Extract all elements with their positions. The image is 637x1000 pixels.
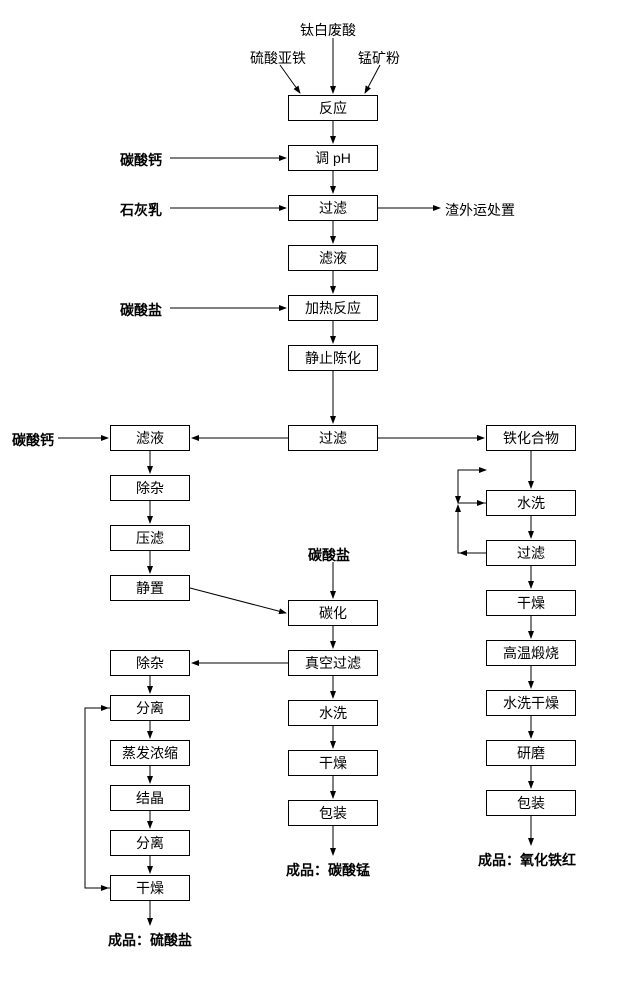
- box-mid-pack: 包装: [288, 800, 378, 826]
- box-left-impurity1: 除杂: [110, 475, 190, 501]
- box-heat-reaction: 加热反应: [288, 295, 378, 321]
- box-mid-dry: 干燥: [288, 750, 378, 776]
- input-carbonate1: 碳酸盐: [120, 300, 162, 320]
- box-left-impurity2: 除杂: [110, 650, 190, 676]
- box-left-sep2: 分离: [110, 830, 190, 856]
- box-right-calcine: 高温煅烧: [486, 640, 576, 666]
- box-left-evap: 蒸发浓缩: [110, 740, 190, 766]
- input-lime: 石灰乳: [120, 200, 162, 220]
- box-vacuumfilter: 真空过滤: [288, 650, 378, 676]
- box-left-filtrate: 滤液: [110, 425, 190, 451]
- box-left-sep1: 分离: [110, 695, 190, 721]
- box-left-dry: 干燥: [110, 875, 190, 901]
- output-slag: 渣外运处置: [445, 200, 515, 220]
- box-aging: 静止陈化: [288, 345, 378, 371]
- box-left-pressfilter: 压滤: [110, 525, 190, 551]
- box-filter2: 过滤: [288, 425, 378, 451]
- input-right-label: 锰矿粉: [358, 48, 400, 68]
- product-mnco3: 成品：碳酸锰: [286, 860, 370, 880]
- box-carbonation: 碳化: [288, 600, 378, 626]
- box-reaction: 反应: [288, 95, 378, 121]
- box-right-filter: 过滤: [486, 540, 576, 566]
- box-left-crystal: 结晶: [110, 785, 190, 811]
- product-ironoxide: 成品：氧化铁红: [478, 850, 576, 870]
- box-mid-wash: 水洗: [288, 700, 378, 726]
- box-iron-compound: 铁化合物: [486, 425, 576, 451]
- input-carbonate2: 碳酸盐: [308, 545, 350, 565]
- box-right-dry1: 干燥: [486, 590, 576, 616]
- box-left-stand: 静置: [110, 575, 190, 601]
- box-filter1: 过滤: [288, 195, 378, 221]
- box-right-wash: 水洗: [486, 490, 576, 516]
- box-filtrate1: 滤液: [288, 245, 378, 271]
- input-left-label: 硫酸亚铁: [250, 48, 306, 68]
- box-adjust-ph: 调 pH: [288, 145, 378, 171]
- box-right-grind: 研磨: [486, 740, 576, 766]
- input-center-label: 钛白废酸: [300, 20, 356, 40]
- box-right-pack: 包装: [486, 790, 576, 816]
- box-right-washdry: 水洗干燥: [486, 690, 576, 716]
- product-sulfate: 成品：硫酸盐: [108, 930, 192, 950]
- input-caco3-2: 碳酸钙: [12, 430, 54, 450]
- input-caco3-1: 碳酸钙: [120, 150, 162, 170]
